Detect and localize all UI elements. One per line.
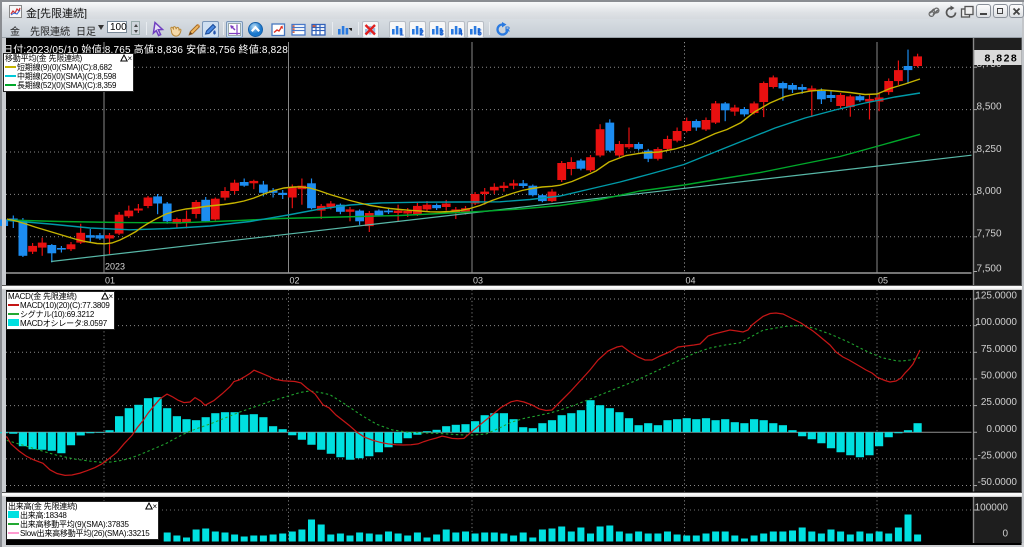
svg-text:02: 02 bbox=[290, 276, 300, 286]
svg-text:8,500: 8,500 bbox=[977, 101, 1002, 112]
svg-text:0.0000: 0.0000 bbox=[986, 424, 1017, 435]
svg-text:8,000: 8,000 bbox=[977, 186, 1002, 197]
svg-text:25.0000: 25.0000 bbox=[981, 397, 1018, 408]
svg-text:3: 3 bbox=[439, 28, 444, 37]
svg-text:2023: 2023 bbox=[105, 262, 125, 272]
svg-text:R: R bbox=[505, 26, 510, 33]
svg-text:0: 0 bbox=[1002, 529, 1008, 540]
svg-text:7,500: 7,500 bbox=[977, 263, 1002, 274]
svg-text:1: 1 bbox=[399, 28, 404, 37]
svg-text:04: 04 bbox=[686, 276, 696, 286]
svg-text:01: 01 bbox=[105, 276, 115, 286]
svg-text:125.0000: 125.0000 bbox=[975, 291, 1017, 302]
svg-text:100.0000: 100.0000 bbox=[975, 317, 1017, 328]
svg-text:8,828: 8,828 bbox=[985, 53, 1019, 65]
svg-text:-50.0000: -50.0000 bbox=[978, 477, 1018, 488]
svg-text:50.0000: 50.0000 bbox=[981, 370, 1018, 381]
svg-text:75.0000: 75.0000 bbox=[981, 344, 1018, 355]
svg-text:4: 4 bbox=[458, 28, 463, 37]
svg-text:05: 05 bbox=[878, 276, 888, 286]
svg-text:8,250: 8,250 bbox=[977, 144, 1002, 155]
svg-text:03: 03 bbox=[473, 276, 483, 286]
svg-text:2: 2 bbox=[419, 28, 424, 37]
svg-text:5: 5 bbox=[477, 28, 482, 37]
svg-text:100000: 100000 bbox=[975, 503, 1009, 514]
svg-text:7,750: 7,750 bbox=[977, 229, 1002, 240]
svg-text:-25.0000: -25.0000 bbox=[978, 450, 1018, 461]
